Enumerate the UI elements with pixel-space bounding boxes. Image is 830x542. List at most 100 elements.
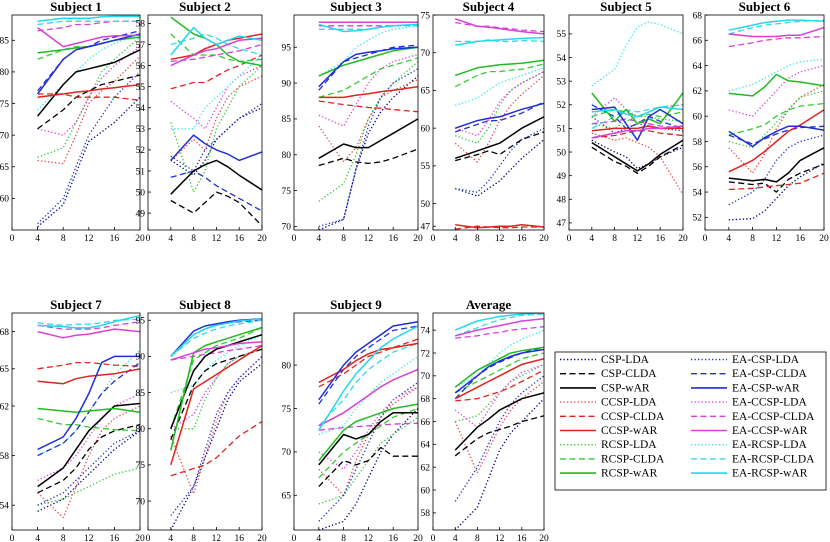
series-line-ea-csp-war [170,318,262,357]
y-tick-label: 51 [557,125,567,135]
series-lines [37,314,140,519]
series-lines [170,16,262,227]
series-line-ea-rcsp-clda [170,33,262,56]
x-tick-label: 16 [517,234,527,244]
y-tick-label: 80 [282,361,292,371]
x-tick-label: 8 [612,234,617,244]
series-line-ea-rcsp-war [37,15,140,23]
series-line-ea-csp-war [454,102,544,129]
x-tick-label: 4 [726,234,731,244]
series-line-ea-csp-lda [170,102,262,172]
y-tick-label: 47 [557,219,567,229]
y-tick-label: 52 [557,101,567,111]
subplot-subject-7: Subject 7 0 4 8 12 16 20 54 58 62 65 68 [0,297,145,542]
series-line-ea-rcsp-lda [170,334,262,394]
series-line-csp-clda [37,423,140,494]
y-tick-label: 70 [421,372,431,382]
series-line-ea-rcsp-war [37,314,140,329]
y-tick-label: 70 [421,49,431,59]
series-line-ccsp-lda [37,55,140,165]
legend-item-ea-ccsp-war: EA-CCSP-wAR [691,425,808,437]
legend-item-ccsp-clda: CCSP-CLDA [560,411,665,423]
series-line-csp-lda [37,96,140,228]
series-line-csp-clda [37,74,140,130]
y-tick-label: 50 [136,188,146,198]
series-line-csp-war [454,392,544,451]
series-line-ccsp-clda [318,338,418,388]
series-line-ea-csp-war [37,355,140,451]
legend-label: EA-CCSP-LDA [732,397,807,409]
y-tick-label: 54 [0,502,9,512]
series-line-csp-war [37,402,140,488]
series-line-csp-lda [454,398,544,530]
series-lines [318,21,418,230]
y-tick-label: 50 [421,200,431,210]
y-tick-label: 72 [421,349,431,359]
series-line-rcsp-war [454,59,544,77]
x-tick-label: 8 [191,534,196,542]
x-tick-label: 16 [110,534,120,542]
y-tick-label: 70 [136,497,146,507]
series-line-ccsp-war [318,342,418,384]
series-line-csp-war [318,412,418,466]
series-line-rcsp-clda [318,57,418,99]
series-line-ea-rcsp-war [591,106,683,118]
x-tick-label: 8 [341,234,346,244]
series-line-rcsp-war [728,73,824,97]
series-line-csp-war [170,159,262,195]
y-tick-label: 48 [557,196,567,206]
series-line-ea-rcsp-war [455,36,544,46]
series-line-csp-lda [318,75,418,230]
legend-label: CSP-LDA [601,354,650,366]
series-line-rcsp-clda [728,102,824,136]
y-tick-label: 58 [0,452,9,462]
legend-item-csp-lda: CSP-LDA [560,354,650,366]
series-line-ea-ccsp-clda [455,326,544,339]
series-line-csp-lda [318,408,418,530]
series-line-rcsp-lda [318,416,418,505]
series-line-ea-rcsp-clda [37,20,140,26]
x-tick-label: 20 [413,234,423,244]
series-line-ea-ccsp-war [37,26,140,48]
x-tick-label: 4 [316,234,321,244]
series-line-ea-csp-clda [318,44,418,91]
x-tick-label: 20 [135,234,145,244]
legend-label: RCSP-LDA [601,439,657,451]
y-tick-label: 75 [282,405,292,415]
subplot-subject-3: Subject 3 0 4 8 12 16 20 70 75 80 85 90 95 [282,0,424,244]
series-line-csp-war [318,118,418,159]
legend-label: CSP-CLDA [601,368,657,380]
series-line-ea-rcsp-war [170,26,262,56]
series-line-ea-ccsp-lda [728,64,824,117]
series-line-csp-war [454,116,544,160]
series-line-ea-csp-lda [454,375,544,502]
series-line-csp-lda [591,139,683,170]
axes-frame [147,312,263,531]
y-tick-label: 68 [421,395,431,405]
x-tick-label: 20 [819,234,829,244]
series-line-ea-csp-lda [318,381,418,522]
series-line-csp-clda [318,446,418,488]
series-line-ea-ccsp-lda [318,53,418,127]
legend-item-ea-csp-lda: EA-CSP-LDA [691,354,800,366]
series-line-rcsp-clda [318,407,418,479]
y-tick-label: 49 [136,209,146,219]
legend-label: RCSP-wAR [601,468,658,480]
series-line-ea-rcsp-lda [318,25,418,77]
y-tick-label: 58 [136,20,146,30]
series-line-ea-csp-clda [728,125,824,145]
series-line-ccsp-lda [318,386,418,496]
legend-label: CCSP-LDA [601,397,657,409]
series-line-csp-war [728,147,824,183]
y-tick-label: 85 [0,37,9,47]
series-line-ea-csp-clda [37,362,140,457]
y-tick-label: 95 [282,44,292,54]
axes-frame [432,312,545,531]
y-tick-label: 95 [136,317,146,327]
legend-label: EA-RCSP-CLDA [732,453,815,465]
series-line-ccsp-clda [318,100,418,113]
series-line-ea-csp-clda [318,325,418,405]
legend-label: EA-CSP-wAR [732,382,800,394]
y-tick-label: 66 [693,37,703,47]
